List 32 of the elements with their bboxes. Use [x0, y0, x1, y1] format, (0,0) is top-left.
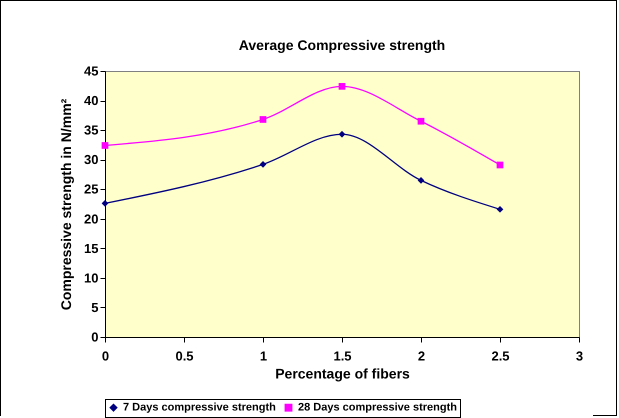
y-tick-label: 15 [84, 240, 98, 256]
y-tick-label: 5 [91, 300, 98, 315]
y-tick-label: 35 [84, 122, 98, 138]
x-axis-title: Percentage of fibers [275, 366, 410, 382]
point [418, 118, 424, 125]
legend-label: 28 Days compressive strength [298, 402, 458, 414]
y-tick-label: 25 [84, 182, 98, 197]
y-tick-label: 20 [84, 211, 98, 226]
x-tick-label: 2.5 [491, 348, 510, 364]
x-tick-label: 3 [576, 348, 584, 364]
x-tick-label: 1 [260, 348, 268, 364]
y-tick-label: 30 [84, 152, 98, 168]
point [496, 162, 504, 168]
point [338, 130, 346, 138]
legend-label: 7 Days compressive strength [123, 402, 276, 414]
y-axis-title: Compressive strength in N/mm² [58, 98, 74, 310]
x-tick-label: 2 [418, 348, 426, 364]
point [338, 83, 346, 90]
y-tick-label: 45 [84, 64, 98, 78]
point [260, 116, 266, 123]
point [418, 177, 424, 184]
point [102, 142, 108, 149]
x-tick-label: 1.5 [333, 348, 352, 364]
chart-title: Average Compressive strength [238, 37, 446, 53]
y-tick-label: 10 [84, 270, 98, 286]
point [102, 200, 108, 207]
x-tick-label: 0.5 [175, 348, 194, 364]
y-tick-label: 0 [91, 330, 98, 344]
point [260, 161, 266, 168]
x-tick-label: 0 [102, 348, 110, 364]
y-tick-label: 40 [84, 93, 98, 108]
point [496, 206, 504, 213]
